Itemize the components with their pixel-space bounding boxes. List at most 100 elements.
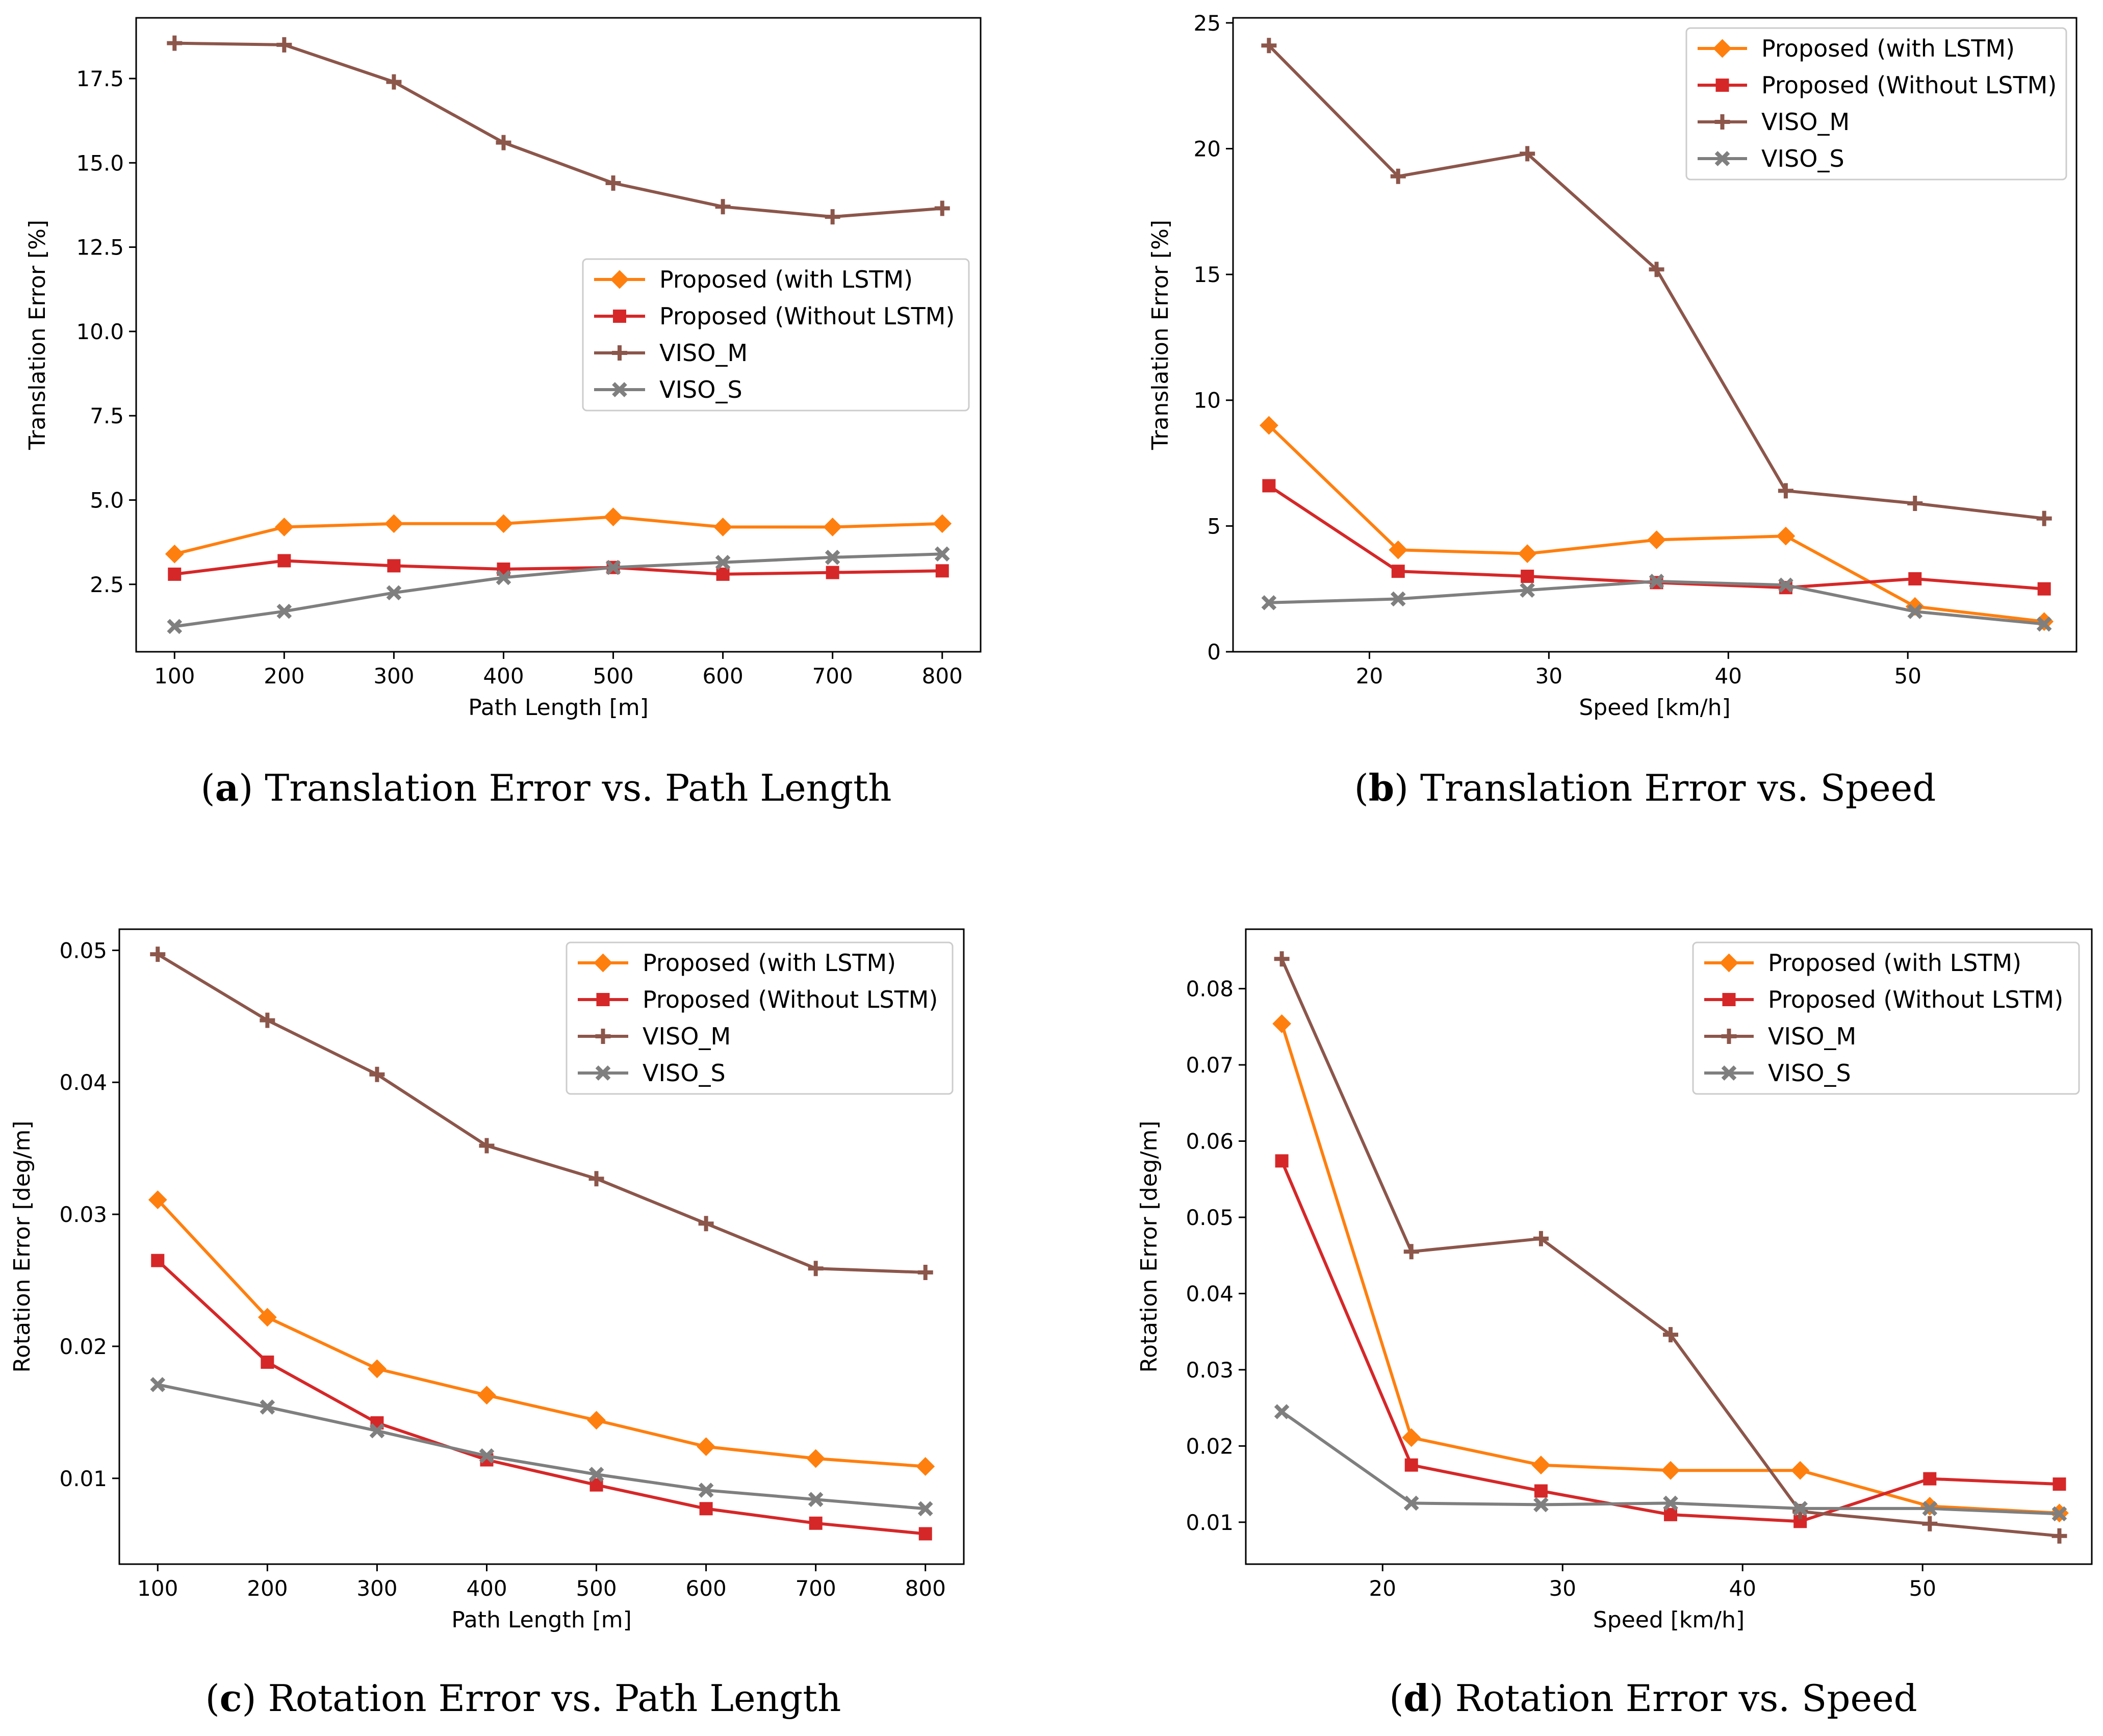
data-point-s2-6 (825, 209, 840, 225)
data-point-s2-6 (2036, 510, 2052, 526)
legend-label-3: VISO_S (643, 1059, 726, 1087)
x-tick-label: 50 (1909, 1576, 1936, 1601)
data-point-s1-1 (261, 1355, 274, 1369)
panel-c: 100 200 300 400 500 600 700 800 0.01 0.02 0.03 0.04… (9, 928, 965, 1720)
legend-marker-3 (612, 382, 627, 397)
y-tick-label: 0.03 (1186, 1358, 1234, 1383)
data-point-s0-2 (1518, 544, 1537, 564)
legend: Proposed (with LSTM) Proposed (Without LS… (566, 941, 954, 1095)
x-axis-label: Path Length [m] (451, 1607, 632, 1633)
data-point-s0-4 (1776, 526, 1796, 546)
x-tick-label: 700 (796, 1576, 836, 1601)
data-point-s2-5 (1922, 1516, 1938, 1531)
data-point-s0-5 (713, 517, 733, 537)
panel-caption: (d) Rotation Error vs. Speed (1389, 1676, 1917, 1720)
legend-marker-1 (1715, 79, 1729, 92)
y-tick-label: 0.07 (1186, 1053, 1234, 1078)
y-tick-label: 5.0 (90, 488, 124, 513)
data-point-s1-2 (1534, 1484, 1548, 1498)
legend-box (1685, 27, 2067, 181)
panel-caption: (a) Translation Error vs. Path Length (201, 766, 892, 809)
data-point-s3-6 (2036, 616, 2052, 632)
data-point-s2-1 (276, 37, 292, 53)
legend-marker-0 (610, 270, 629, 289)
data-point-s1-2 (387, 559, 401, 573)
legend-label-0: Proposed (with LSTM) (659, 266, 913, 293)
data-point-s3-7 (934, 546, 950, 562)
data-point-s0-2 (367, 1359, 387, 1378)
data-point-s0-1 (274, 517, 294, 537)
data-point-s1-1 (1391, 565, 1405, 578)
data-point-s3-3 (496, 570, 511, 585)
data-point-s3-3 (1649, 574, 1664, 589)
legend-marker-3 (595, 1065, 611, 1081)
series-line-1 (174, 559, 942, 576)
data-point-s2-3 (1663, 1327, 1679, 1343)
data-point-s3-1 (276, 603, 292, 619)
legend-marker-1 (596, 993, 610, 1006)
y-tick-label: 0.06 (1186, 1129, 1234, 1154)
y-axis-label: Rotation Error [deg/m] (9, 1120, 35, 1372)
legend-label-2: VISO_M (1768, 1023, 1856, 1050)
y-tick-label: 0.05 (59, 938, 107, 963)
data-point-s0-2 (1531, 1456, 1551, 1475)
data-point-s0-0 (1259, 416, 1278, 435)
legend-marker-0 (1720, 953, 1738, 973)
data-point-s2-0 (1274, 951, 1290, 967)
data-point-s3-4 (605, 559, 621, 575)
data-point-s0-3 (477, 1386, 496, 1405)
legend-marker-3 (1714, 151, 1730, 166)
x-tick-label: 500 (593, 663, 633, 688)
x-tick-label: 500 (576, 1576, 617, 1601)
data-point-s2-4 (605, 175, 621, 191)
data-point-s0-1 (258, 1308, 277, 1327)
data-point-s2-2 (1533, 1231, 1549, 1246)
legend-label-1: Proposed (Without LSTM) (659, 302, 955, 330)
data-point-s2-4 (588, 1171, 604, 1187)
data-point-s3-2 (1533, 1497, 1549, 1513)
series-line-0 (174, 515, 942, 556)
data-point-s1-1 (277, 554, 291, 568)
series-line-2 (174, 41, 942, 219)
legend-label-3: VISO_S (1761, 145, 1844, 172)
data-point-s3-1 (1390, 591, 1406, 607)
data-point-s3-1 (1403, 1495, 1419, 1511)
y-tick-label: 0.04 (59, 1070, 107, 1095)
data-point-s2-5 (698, 1216, 714, 1232)
y-tick-label: 0.02 (59, 1334, 107, 1359)
data-point-s3-5 (698, 1483, 714, 1498)
x-tick-label: 300 (373, 663, 414, 688)
data-point-s2-2 (1520, 146, 1535, 162)
data-point-s3-4 (1778, 577, 1793, 593)
legend-box (1692, 941, 2080, 1095)
data-point-s1-1 (1404, 1458, 1418, 1472)
data-point-s0-4 (1790, 1461, 1810, 1480)
data-point-s1-5 (1908, 572, 1922, 585)
y-tick-label: 0.01 (59, 1466, 107, 1491)
data-point-s3-3 (479, 1448, 495, 1464)
legend-marker-1 (1722, 993, 1736, 1006)
x-tick-label: 20 (1356, 663, 1383, 688)
plot-frame (1245, 928, 2093, 1565)
series-group (148, 947, 935, 1541)
data-point-s0-0 (1272, 1014, 1292, 1033)
data-point-s2-0 (1261, 38, 1277, 54)
legend: Proposed (with LSTM) Proposed (Without LS… (582, 258, 970, 412)
y-tick-label: 10 (1194, 388, 1221, 413)
y-tick-label: 2.5 (90, 572, 124, 597)
data-point-s1-0 (1262, 479, 1276, 493)
y-tick-label: 20 (1194, 136, 1221, 161)
panel-caption: (c) Rotation Error vs. Path Length (206, 1676, 841, 1720)
data-point-s2-5 (1907, 495, 1923, 511)
y-axis-label: Translation Error [%] (24, 220, 50, 450)
legend-label-1: Proposed (Without LSTM) (643, 986, 938, 1013)
data-point-s2-0 (167, 35, 183, 51)
x-tick-label: 100 (154, 663, 195, 688)
legend-marker-1 (613, 310, 626, 323)
data-point-s3-5 (1907, 604, 1923, 619)
x-tick-label: 800 (922, 663, 963, 688)
legend-marker-2 (1721, 1029, 1737, 1044)
y-tick-label: 10.0 (76, 319, 124, 344)
data-point-s0-0 (165, 544, 184, 564)
data-point-s3-2 (369, 1423, 385, 1439)
